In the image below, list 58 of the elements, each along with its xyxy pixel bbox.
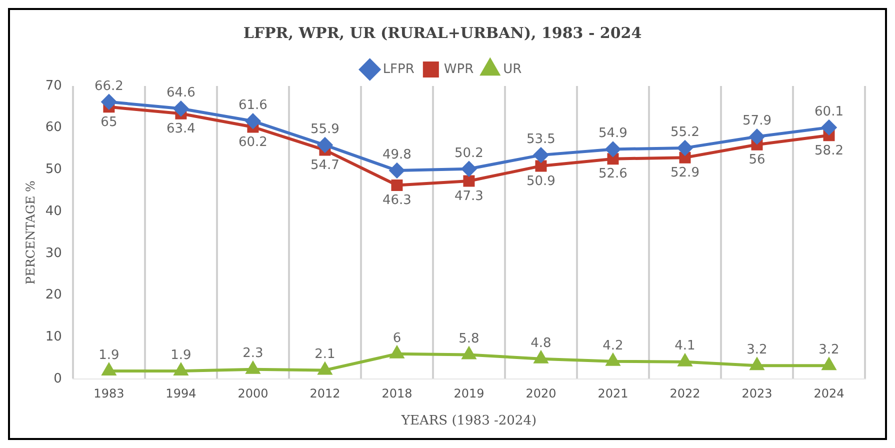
y-tick-label: 50 <box>45 162 62 178</box>
data-label: 4.8 <box>530 336 552 351</box>
x-tick-label: 2020 <box>526 386 556 400</box>
data-label: 4.2 <box>602 338 624 354</box>
y-axis-title: PERCENTAGE % <box>23 180 38 284</box>
data-label: 66.2 <box>94 78 124 94</box>
data-label: 52.6 <box>598 166 628 182</box>
legend-label: WPR <box>444 62 474 77</box>
x-tick-label: 1983 <box>94 386 124 400</box>
y-tick-label: 20 <box>45 288 62 303</box>
data-label: 50.9 <box>526 174 556 189</box>
x-tick-label: 1994 <box>166 386 196 400</box>
data-label: 5.8 <box>458 332 480 347</box>
data-label: 3.2 <box>818 342 840 358</box>
x-tick-label: 2022 <box>670 386 700 400</box>
data-label: 56 <box>748 152 766 168</box>
y-tick-label: 30 <box>45 246 62 261</box>
data-label: 46.3 <box>382 193 412 208</box>
data-label: 53.5 <box>526 132 556 147</box>
data-label: 1.9 <box>170 348 192 363</box>
y-tick-label: 40 <box>45 204 62 219</box>
x-tick-label: 2012 <box>310 386 340 400</box>
data-label: 55.2 <box>670 124 700 140</box>
legend-label: LFPR <box>382 62 414 77</box>
x-tick-label: 2021 <box>598 386 628 400</box>
x-tick-label: 2023 <box>742 386 772 400</box>
data-label: 60.1 <box>814 104 844 120</box>
y-tick-label: 10 <box>45 330 62 345</box>
x-tick-label: 2024 <box>814 386 844 400</box>
x-tick-label: 2000 <box>238 386 268 400</box>
data-label: 55.9 <box>310 122 340 137</box>
y-tick-label: 60 <box>45 120 62 136</box>
data-label: 6 <box>392 330 402 346</box>
data-label: 54.9 <box>598 126 628 142</box>
data-label: 52.9 <box>670 165 700 180</box>
data-label: 64.6 <box>166 85 196 100</box>
data-label: 58.2 <box>814 143 844 158</box>
data-label: 2.1 <box>314 347 336 362</box>
x-axis-title: YEARS (1983 -2024) <box>400 414 537 429</box>
data-label: 2.3 <box>242 346 264 362</box>
data-label: 63.4 <box>166 122 196 136</box>
y-tick-label: 70 <box>45 78 62 94</box>
data-label: 60.2 <box>238 134 268 150</box>
data-label: 47.3 <box>454 188 484 204</box>
data-label: 4.1 <box>674 338 696 354</box>
y-tick-label: 0 <box>54 371 62 386</box>
data-label: 65 <box>100 114 118 130</box>
data-label: 57.9 <box>742 114 772 129</box>
x-tick-label: 2019 <box>454 386 484 400</box>
data-label: 49.8 <box>382 147 412 162</box>
legend-label: UR <box>503 62 522 77</box>
chart-title: LFPR, WPR, UR (RURAL+URBAN), 1983 - 2024 <box>243 24 642 42</box>
data-label: 50.2 <box>454 146 484 161</box>
data-label: 61.6 <box>238 98 268 114</box>
data-label: 54.7 <box>310 158 340 173</box>
data-label: 3.2 <box>746 342 768 358</box>
x-tick-label: 2018 <box>382 386 412 400</box>
data-label: 1.9 <box>98 348 120 363</box>
